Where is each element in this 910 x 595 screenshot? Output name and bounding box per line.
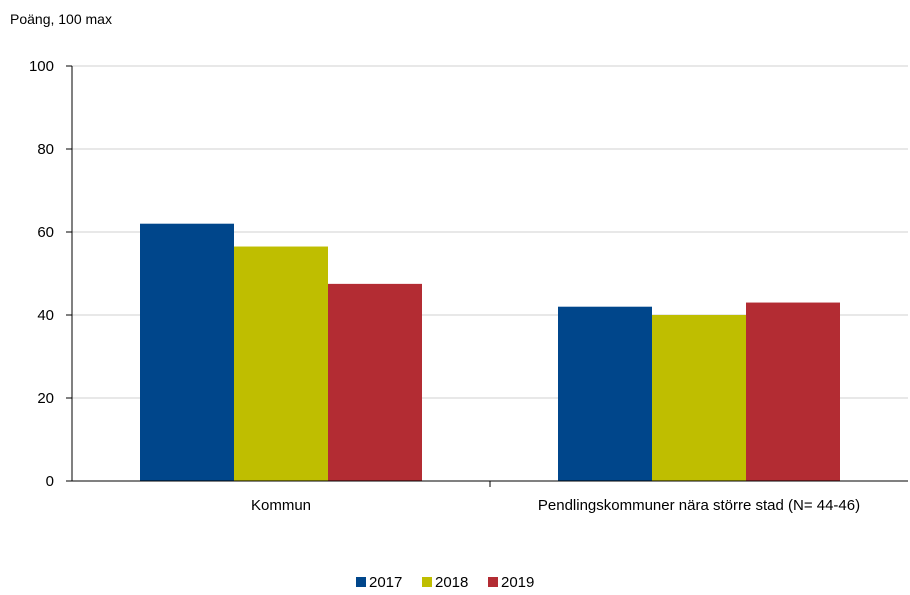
bar-2017-1: [140, 223, 234, 481]
bar-2019-2: [746, 302, 840, 481]
y-axis-title: Poäng, 100 max: [10, 11, 112, 27]
x-category-label: Pendlingskommuner nära större stad (N= 4…: [538, 497, 860, 514]
category-labels: Kommun Pendlingskommuner nära större stad…: [251, 497, 860, 514]
y-tick-label: 40: [37, 307, 54, 324]
axes: [71, 66, 908, 487]
legend-swatch-2017: [356, 577, 366, 587]
y-tick-label: 0: [46, 473, 54, 490]
bar-2018-2: [652, 315, 746, 481]
legend-label-2017: 2017: [369, 574, 402, 591]
legend: 2017 2018 2019: [356, 574, 534, 591]
x-category-label: Kommun: [251, 497, 311, 514]
y-tick-labels: 0 20 40 60 80 100: [29, 58, 72, 490]
y-tick-label: 80: [37, 141, 54, 158]
bars: [140, 223, 840, 481]
legend-swatch-2019: [488, 577, 498, 587]
bar-2018-1: [234, 246, 328, 481]
legend-swatch-2018: [422, 577, 432, 587]
y-tick-label: 60: [37, 224, 54, 241]
bar-2019-1: [328, 283, 422, 481]
y-tick-label: 20: [37, 390, 54, 407]
legend-label-2018: 2018: [435, 574, 468, 591]
y-tick-label: 100: [29, 58, 54, 75]
legend-label-2019: 2019: [501, 574, 534, 591]
bar-2017-2: [558, 306, 652, 481]
